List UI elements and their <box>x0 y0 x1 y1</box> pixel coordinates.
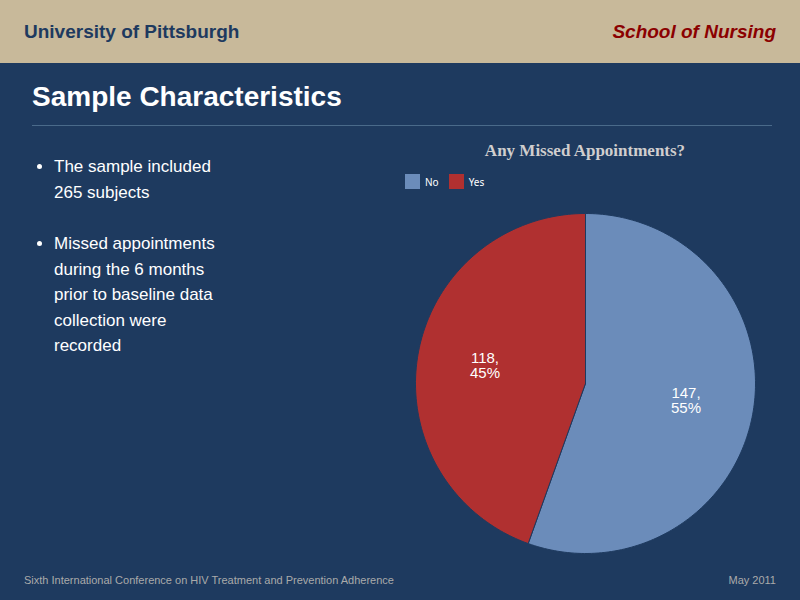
svg-text:147,55%: 147,55% <box>671 384 701 416</box>
html-text:Yes: Yes <box>468 174 485 189</box>
html-text:Missed appointments during the: Missed appointments during the 6 months … <box>54 234 215 355</box>
html-text:University of Pittsburgh: University of Pittsburgh <box>24 20 240 42</box>
html-text:No: No <box>425 174 439 189</box>
html-text:May 2011: May 2011 <box>728 574 776 586</box>
html-text:Any Missed Appointments?: Any Missed Appointments? <box>484 141 686 160</box>
html-text:Sixth International Conference: Sixth International Conference on HIV Tr… <box>24 574 394 586</box>
html-text:The sample included 265 subjec: The sample included 265 subjects <box>54 157 211 202</box>
html-text:Sample Characteristics: Sample Characteristics <box>32 81 342 112</box>
html-text:School of Nursing: School of Nursing <box>612 20 776 42</box>
svg-text:118,45%: 118,45% <box>470 349 500 381</box>
